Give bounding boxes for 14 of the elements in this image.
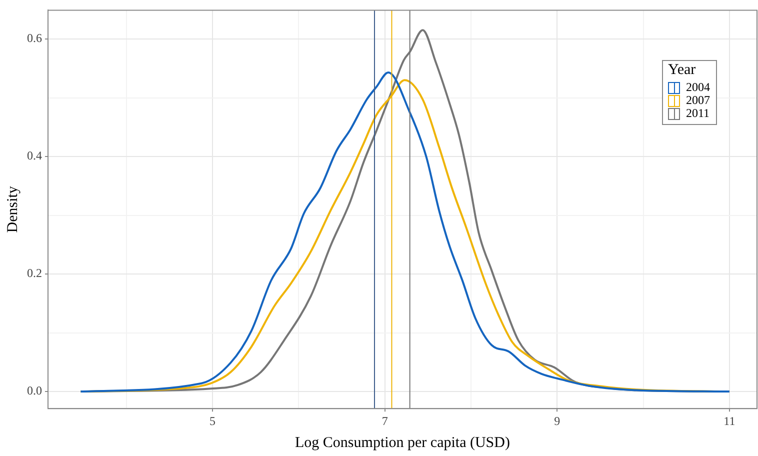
x-tick-label: 9 <box>554 414 560 428</box>
legend-label: 2007 <box>686 93 710 108</box>
x-tick-label: 7 <box>382 414 388 428</box>
x-tick-label: 5 <box>210 414 216 428</box>
legend-label: 2011 <box>686 106 710 120</box>
legend-label: 2004 <box>686 80 710 94</box>
x-tick-label: 11 <box>724 414 736 428</box>
y-axis-title: Density <box>4 186 21 233</box>
x-axis-title: Log Consumption per capita (USD) <box>295 434 510 451</box>
legend-title: Year <box>668 62 697 78</box>
y-tick-label: 0.2 <box>27 266 42 280</box>
y-tick-label: 0.6 <box>27 31 42 46</box>
y-tick-label: 0.0 <box>27 384 42 398</box>
y-tick-label: 0.4 <box>27 148 42 163</box>
